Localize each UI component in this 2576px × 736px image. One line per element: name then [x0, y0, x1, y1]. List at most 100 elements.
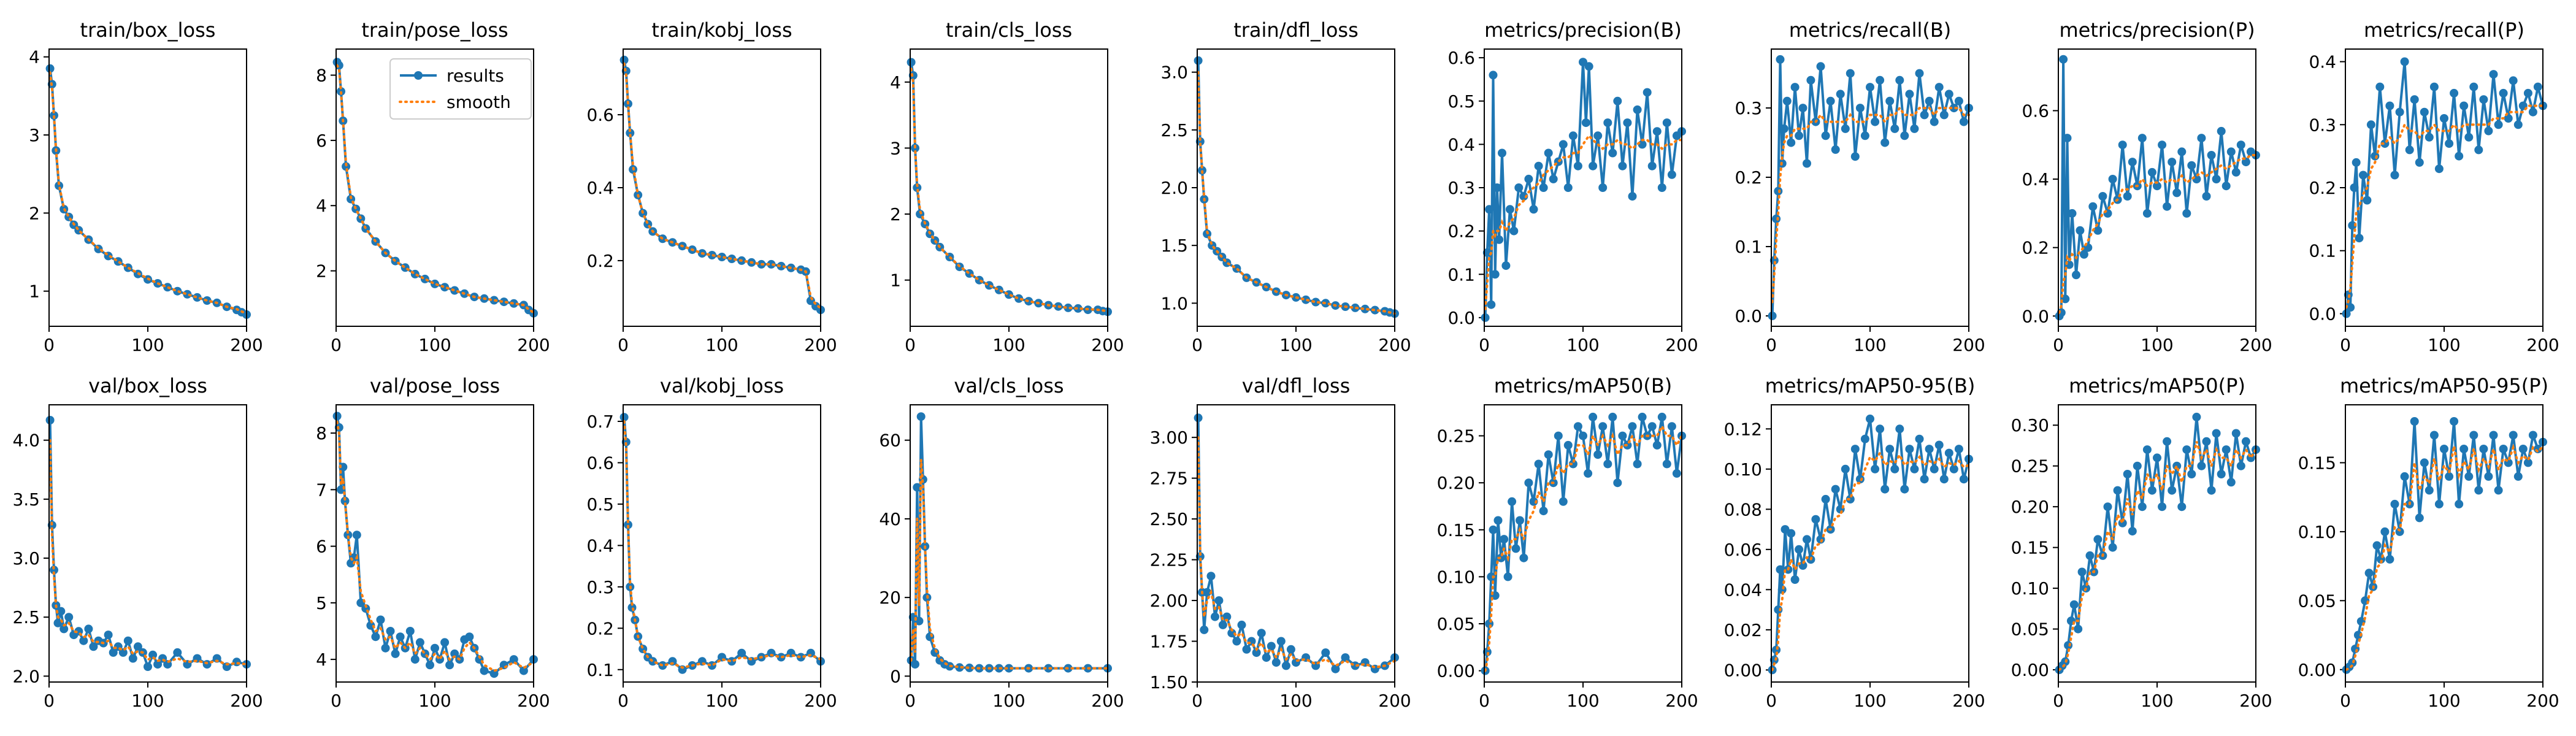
y-tick-label: 1.50 — [1150, 672, 1188, 692]
results-data-point — [1271, 658, 1281, 667]
results-data-point — [2217, 470, 2226, 478]
results-data-point — [381, 643, 390, 653]
results-data-point — [2434, 499, 2444, 508]
results-data-point — [1487, 300, 1496, 309]
results-data-point — [2133, 461, 2142, 470]
legend: results smooth — [389, 58, 532, 120]
panel-title: val/pose_loss — [370, 374, 500, 397]
y-tick-label: 3.00 — [1150, 427, 1188, 448]
results-data-point — [1667, 170, 1676, 179]
results-data-point — [1657, 412, 1666, 421]
plot-frame — [1484, 48, 1682, 327]
y-tick-label: 5 — [316, 593, 327, 613]
x-tick-label: 0 — [1766, 335, 1777, 355]
results-data-point — [2123, 192, 2132, 201]
panel-title: val/dfl_loss — [1242, 374, 1351, 397]
results-data-point — [2479, 445, 2488, 453]
results-data-point — [955, 663, 964, 672]
x-tick-label: 0 — [331, 335, 342, 355]
results-data-point — [1608, 148, 1617, 158]
results-data-point — [1195, 552, 1205, 561]
y-tick-label: 0.10 — [2011, 578, 2049, 599]
smooth-series-line — [1197, 71, 1396, 315]
results-data-point — [1866, 83, 1874, 92]
y-tick-label: 0.3 — [1735, 98, 1762, 118]
results-data-point — [1524, 174, 1533, 183]
results-series-line — [1484, 415, 1683, 671]
results-data-point — [440, 638, 450, 647]
panel: val/kobj_loss 0 100 200 0.1 0.2 0.3 0.4 0.5 0.6 0.… — [586, 374, 837, 711]
results-data-point — [1481, 313, 1490, 322]
y-tick-label: 8 — [316, 66, 327, 86]
plot-frame — [1197, 48, 1395, 327]
x-tick-label: 100 — [992, 335, 1025, 355]
results-data-point — [2494, 486, 2503, 495]
results-data-point — [737, 648, 746, 657]
results-data-point — [45, 416, 55, 424]
results-data-point — [1826, 96, 1835, 105]
results-data-point — [2380, 527, 2390, 536]
smooth-series-line — [48, 439, 248, 666]
results-data-point — [1584, 469, 1593, 478]
results-data-point — [489, 669, 499, 678]
results-data-point — [1930, 464, 1939, 473]
results-data-point — [2366, 120, 2375, 129]
y-tick-label: 60 — [879, 431, 901, 451]
results-data-point — [2128, 158, 2137, 167]
results-data-point — [2108, 543, 2117, 552]
smooth-series-line — [48, 71, 248, 315]
results-data-point — [1227, 629, 1236, 638]
results-data-point — [2440, 114, 2448, 123]
y-tick-label: 3.0 — [12, 548, 40, 569]
results-data-point — [2353, 631, 2363, 640]
results-data-point — [1073, 304, 1083, 313]
results-data-point — [1482, 248, 1492, 257]
y-tick-label: 0.2 — [586, 618, 614, 638]
results-data-point — [2513, 472, 2523, 481]
panel: val/box_loss 0 100 200 2.0 2.5 3.0 3.5 4.0 — [12, 374, 263, 711]
results-data-point — [193, 293, 202, 302]
results-data-point — [1573, 422, 1582, 431]
results-data-point — [420, 274, 429, 283]
results-data-point — [2355, 234, 2364, 243]
results-data-point — [1508, 497, 1517, 506]
results-data-point — [2231, 429, 2241, 438]
results-data-point — [1959, 475, 1968, 484]
results-data-point — [2410, 95, 2419, 104]
y-tick-label: 2 — [890, 204, 901, 224]
x-tick-label: 200 — [1665, 691, 1698, 711]
results-data-point — [1500, 535, 1509, 544]
results-data-point — [2474, 145, 2483, 155]
results-data-point — [2236, 140, 2245, 150]
results-data-point — [340, 496, 350, 505]
x-tick-label: 0 — [1479, 691, 1490, 711]
y-tick-label: 0.1 — [1735, 237, 1762, 257]
results-data-point — [2390, 171, 2399, 180]
smooth-series-line — [623, 420, 822, 669]
results-data-point — [84, 624, 93, 634]
results-data-point — [499, 297, 508, 307]
x-tick-label: 100 — [1853, 335, 1886, 355]
x-tick-label: 100 — [1566, 335, 1599, 355]
results-data-point — [1776, 565, 1785, 574]
y-tick-label: 2 — [316, 261, 327, 282]
results-data-point — [1850, 445, 1860, 454]
plot-frame — [1771, 48, 1969, 327]
results-data-point — [1871, 464, 1880, 473]
y-tick-label: 0.10 — [1724, 459, 1762, 480]
results-data-point — [2405, 145, 2414, 155]
y-tick-label: 0.30 — [2011, 415, 2049, 435]
results-data-point — [2153, 182, 2161, 191]
results-data-point — [509, 299, 518, 308]
results-data-point — [450, 649, 459, 658]
results-data-point — [1776, 55, 1785, 64]
panel: metrics/mAP50(P) 0 100 200 0.00 0.05 0.10 0.15 0… — [2011, 374, 2272, 711]
results-data-point — [1628, 192, 1637, 201]
results-data-point — [1563, 183, 1573, 192]
panel-title: train/dfl_loss — [1233, 18, 1359, 42]
results-data-point — [1866, 414, 1874, 423]
results-data-point — [332, 412, 342, 421]
results-data-point — [2163, 437, 2172, 446]
results-data-point — [2459, 445, 2469, 453]
results-data-point — [2103, 502, 2112, 512]
